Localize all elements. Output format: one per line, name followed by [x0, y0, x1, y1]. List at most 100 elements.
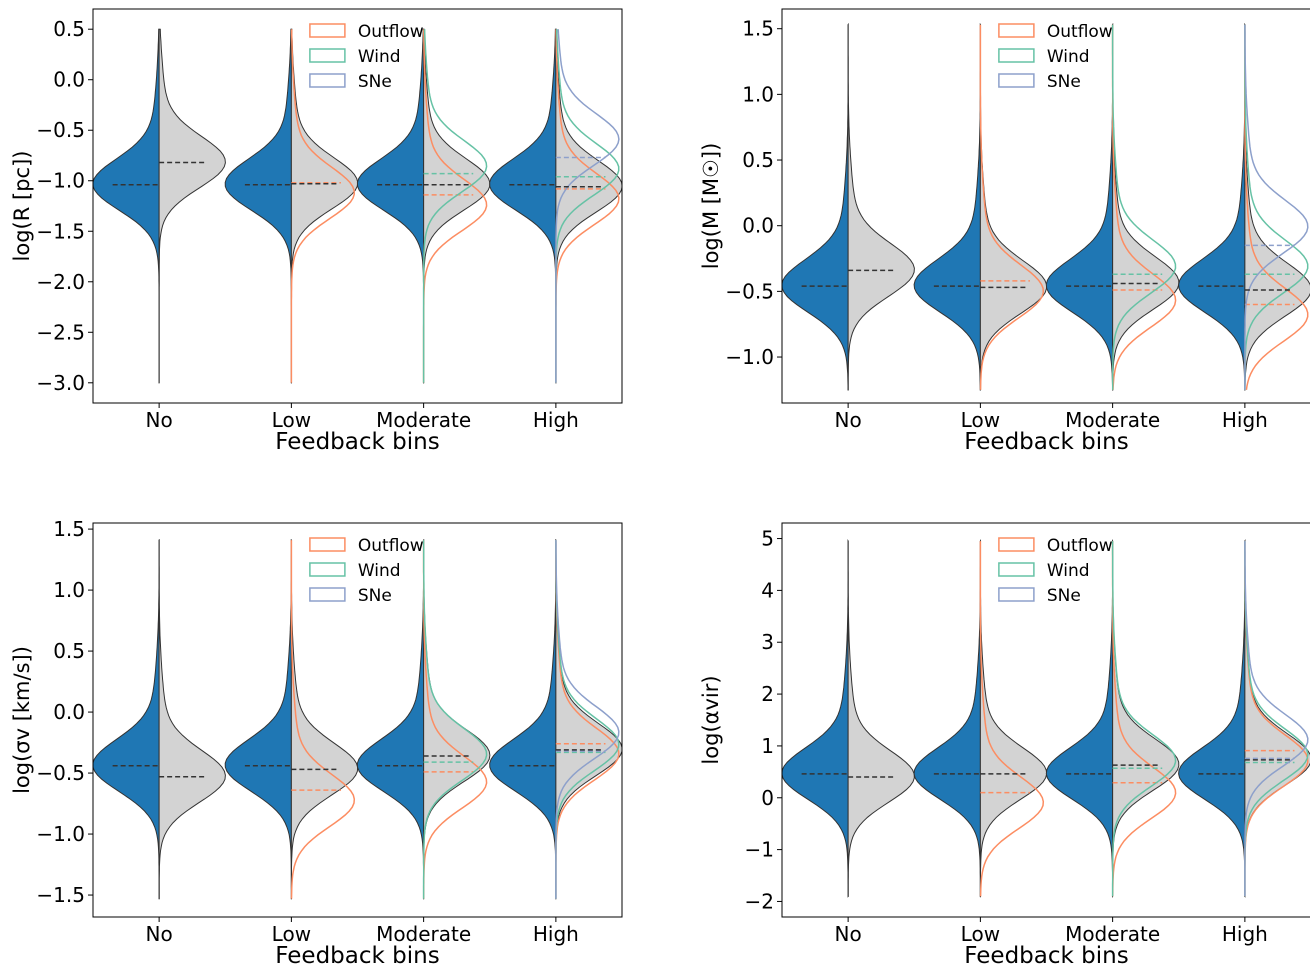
violin-right-no — [158, 538, 226, 900]
legend-swatch-sne — [309, 73, 346, 88]
legend-swatch-outflow — [309, 537, 346, 552]
x-axis-label: Feedback bins — [275, 943, 439, 967]
y-tick-label: −1.0 — [36, 169, 85, 193]
legend-swatch-sne — [998, 587, 1035, 602]
y-tick-label: 0.0 — [742, 214, 774, 238]
x-axis-label: Feedback bins — [964, 943, 1128, 967]
y-tick-label: 1.0 — [53, 578, 85, 602]
legend-label-outflow: Outflow — [358, 536, 424, 556]
plot-area — [782, 539, 1310, 898]
x-tick-label: No — [835, 922, 862, 946]
legend-label-outflow: Outflow — [1047, 536, 1113, 556]
y-tick-label: −1.5 — [36, 219, 85, 243]
x-tick-label: No — [146, 408, 173, 432]
y-tick-label: 2 — [761, 682, 774, 706]
plot-area — [93, 538, 622, 900]
x-axis-label: Feedback bins — [275, 429, 439, 455]
legend-swatch-sne — [309, 587, 346, 602]
y-tick-label: −1.0 — [36, 822, 85, 846]
x-tick-label: High — [533, 408, 579, 432]
legend-label-sne: SNe — [358, 72, 392, 92]
x-tick-label: No — [835, 408, 862, 432]
violin-left-low — [224, 28, 292, 384]
legend-swatch-outflow — [998, 23, 1035, 38]
x-tick-label: Moderate — [376, 922, 471, 946]
violin-left-no — [93, 28, 160, 384]
violin-sne-high — [555, 540, 620, 899]
legend-label-sne: SNe — [1047, 586, 1081, 606]
legend-label-wind: Wind — [358, 47, 401, 67]
violin-right-low — [979, 23, 1047, 391]
x-tick-label: Low — [961, 408, 1000, 432]
y-tick-label: 5 — [761, 527, 774, 551]
violin-outflow-low — [979, 541, 1045, 897]
x-tick-label: Low — [272, 408, 311, 432]
violin-right-no — [847, 539, 915, 898]
plot-frame — [781, 522, 1310, 918]
y-axis-label: log(αvir) — [699, 675, 723, 764]
y-axis-label: log(σv [km/s]) — [10, 646, 34, 794]
y-tick-label: −1.0 — [725, 345, 774, 369]
legend-swatch-wind — [998, 562, 1035, 577]
panel-4: No Low Moderate High −2 −1 0 1 2 3 4 5 Feedback bins… — [699, 522, 1310, 967]
violin-wind-moderate — [1111, 24, 1177, 390]
x-tick-label: High — [1222, 408, 1268, 432]
violin-sne-high — [555, 29, 620, 383]
violin-right-moderate — [423, 538, 491, 900]
x-tick-label: Moderate — [1065, 408, 1160, 432]
y-axis-label: log(M [M☉]) — [699, 143, 723, 270]
x-tick-label: High — [1222, 922, 1268, 946]
y-tick-label: 1 — [761, 734, 774, 758]
legend-swatch-outflow — [998, 537, 1035, 552]
y-tick-label: −1.5 — [36, 883, 85, 907]
violin-right-no — [158, 28, 226, 384]
legend-swatch-outflow — [309, 23, 346, 38]
y-tick-label: −0.5 — [36, 761, 85, 785]
legend-label-wind: Wind — [1047, 47, 1090, 67]
legend-label-outflow: Outflow — [1047, 22, 1113, 42]
x-axis-label: Feedback bins — [964, 429, 1128, 455]
x-tick-label: Moderate — [1065, 922, 1160, 946]
violin-left-low — [224, 538, 292, 900]
x-tick-label: Low — [961, 922, 1000, 946]
legend-label-sne: SNe — [1047, 72, 1081, 92]
violin-wind-moderate — [422, 540, 488, 899]
panel-3: No Low Moderate High −1.5 −1.0 −0.5 0.0 0.5 1.0 1.… — [10, 517, 623, 967]
violin-sne-high — [1244, 24, 1309, 390]
y-tick-label: −1 — [745, 838, 774, 862]
violin-left-high — [489, 28, 557, 384]
legend-label-outflow: Outflow — [358, 22, 424, 42]
y-tick-label: 3 — [761, 630, 774, 654]
y-tick-label: 4 — [761, 578, 774, 602]
plot-frame — [781, 8, 1310, 404]
violin-left-high — [489, 538, 557, 900]
y-tick-label: 0.0 — [53, 68, 85, 92]
plot-area — [782, 23, 1310, 391]
violin-wind-moderate — [1111, 541, 1177, 897]
violin-outflow-low — [290, 540, 356, 899]
violin-left-low — [913, 23, 981, 391]
y-tick-label: 1.0 — [742, 82, 774, 106]
y-tick-label: −2.5 — [36, 320, 85, 344]
violin-left-low — [913, 539, 981, 898]
x-tick-label: Low — [272, 922, 311, 946]
violin-outflow-low — [290, 29, 356, 383]
violin-left-high — [1178, 24, 1246, 391]
violin-wind-high — [1244, 24, 1309, 390]
violin-outflow-low — [979, 24, 1045, 390]
y-tick-label: 0.5 — [53, 17, 85, 41]
violin-left-no — [782, 23, 849, 391]
legend-label-sne: SNe — [358, 586, 392, 606]
y-tick-label: 0.0 — [53, 700, 85, 724]
y-tick-label: −3.0 — [36, 371, 85, 395]
y-tick-label: −2.0 — [36, 270, 85, 294]
y-axis-label: log(R [pc]) — [10, 151, 34, 262]
violin-left-no — [93, 538, 160, 900]
violin-right-high — [1244, 540, 1310, 897]
legend-label-wind: Wind — [1047, 561, 1090, 581]
x-tick-label: High — [533, 922, 579, 946]
violin-right-low — [290, 28, 359, 384]
y-tick-label: 0 — [761, 786, 774, 810]
plot-area — [93, 28, 622, 384]
